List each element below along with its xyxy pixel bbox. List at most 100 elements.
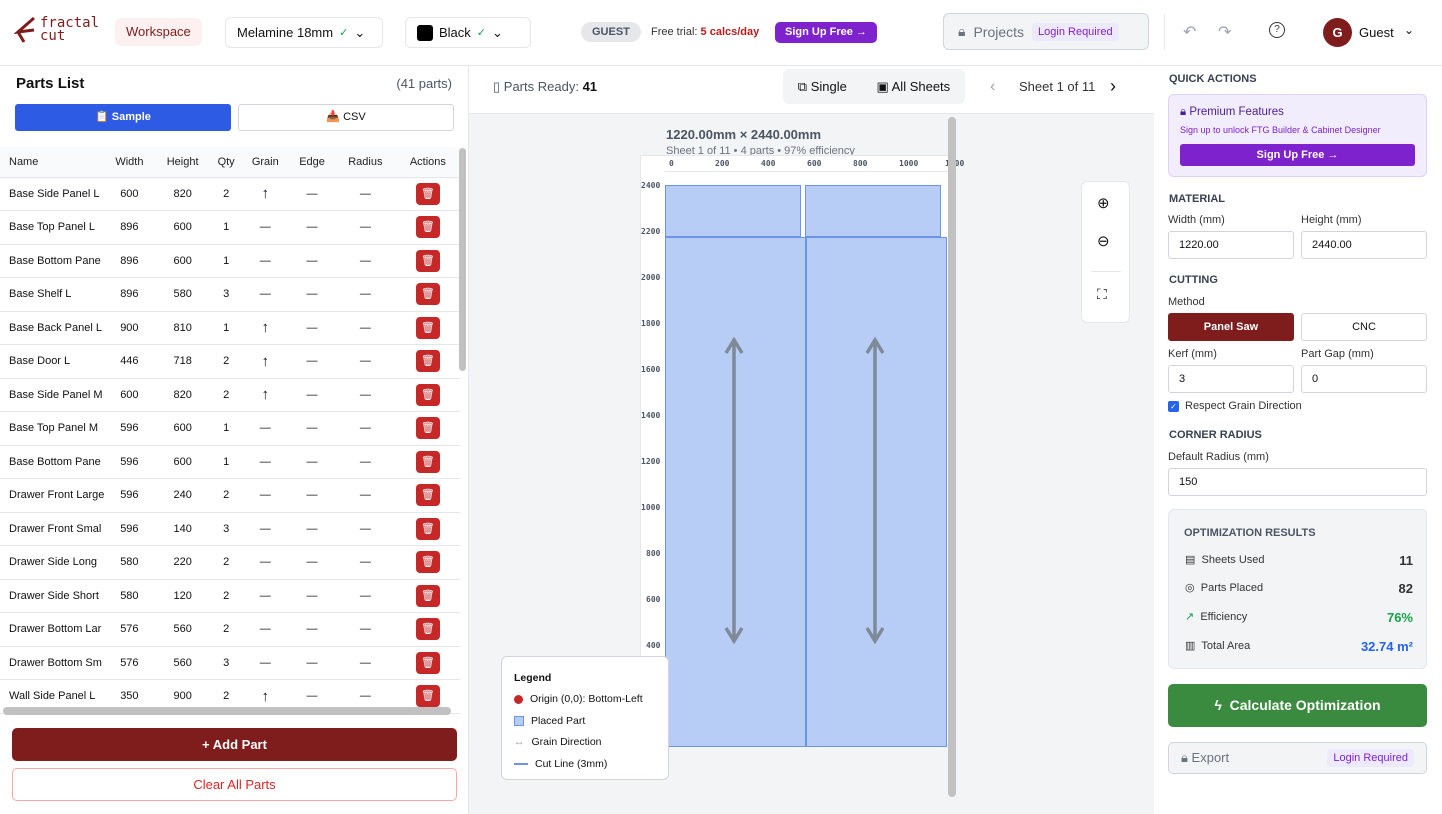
- sheet-canvas[interactable]: 1220.00mm × 2440.00mm Sheet 1 of 11 • 4 …: [469, 115, 1145, 814]
- csv-button[interactable]: 📥 CSV: [238, 104, 454, 131]
- cell-actions: 🗑︎: [395, 344, 460, 379]
- color-select[interactable]: Black ✓ ⌄: [405, 17, 531, 48]
- column-header[interactable]: Height: [154, 147, 211, 178]
- cell-name[interactable]: Base Back Panel L: [0, 311, 105, 345]
- delete-icon[interactable]: 🗑︎: [415, 450, 440, 473]
- delete-icon[interactable]: 🗑︎: [415, 417, 440, 440]
- table-row[interactable]: Base Side Panel M 600 820 2 ↑ — — 🗑︎: [0, 378, 460, 412]
- cell-name[interactable]: Base Top Panel M: [0, 411, 105, 446]
- workspace-button[interactable]: Workspace: [115, 18, 202, 46]
- column-header[interactable]: Qty: [210, 147, 242, 178]
- delete-icon[interactable]: 🗑︎: [415, 182, 440, 205]
- width-input[interactable]: 1220.00: [1168, 231, 1294, 259]
- delete-icon[interactable]: 🗑︎: [415, 283, 440, 306]
- grain-checkbox[interactable]: ✓: [1168, 400, 1179, 412]
- zoom-in-icon[interactable]: ⊕: [1097, 195, 1110, 212]
- cell-grain: —: [241, 478, 290, 513]
- calculate-button[interactable]: ϟ Calculate Optimization: [1168, 684, 1427, 727]
- column-header[interactable]: Edge: [289, 147, 335, 178]
- cell-name[interactable]: Drawer Front Large: [0, 478, 105, 513]
- delete-icon[interactable]: 🗑︎: [415, 685, 440, 708]
- premium-signup-button[interactable]: Sign Up Free →: [1180, 144, 1415, 166]
- single-view-button[interactable]: ⧉ Single: [797, 78, 847, 94]
- delete-icon[interactable]: 🗑︎: [415, 584, 440, 607]
- cell-name[interactable]: Base Bottom Pane: [0, 445, 105, 479]
- delete-icon[interactable]: 🗑︎: [415, 316, 440, 339]
- placed-part[interactable]: [665, 237, 806, 747]
- cell-name[interactable]: Drawer Front Smal: [0, 512, 105, 546]
- sign-up-button[interactable]: Sign Up Free →: [775, 22, 877, 43]
- table-row[interactable]: Drawer Bottom Lar 576 560 2— — — 🗑︎: [0, 612, 460, 647]
- column-header[interactable]: Grain: [241, 147, 290, 178]
- cell-name[interactable]: Base Bottom Pane: [0, 244, 105, 278]
- chevron-down-icon[interactable]: ⌄: [1404, 23, 1415, 37]
- table-row[interactable]: Drawer Side Short 580 120 2— — — 🗑︎: [0, 579, 460, 613]
- delete-icon[interactable]: 🗑︎: [415, 383, 440, 406]
- cell-name[interactable]: Drawer Side Long: [0, 545, 105, 580]
- cell-name[interactable]: Base Side Panel L: [0, 177, 105, 211]
- table-row[interactable]: Base Bottom Pane 596 600 1— — — 🗑︎: [0, 445, 460, 479]
- placed-part[interactable]: [665, 185, 801, 237]
- table-row[interactable]: Base Shelf L 896 580 3— — — 🗑︎: [0, 277, 460, 312]
- height-input[interactable]: 2440.00: [1301, 231, 1427, 259]
- cnc-button[interactable]: CNC: [1301, 313, 1427, 341]
- cell-name[interactable]: Base Shelf L: [0, 277, 105, 312]
- delete-icon[interactable]: 🗑︎: [415, 551, 440, 574]
- cell-name[interactable]: Base Door L: [0, 344, 105, 379]
- delete-icon[interactable]: 🗑︎: [415, 484, 440, 507]
- column-header[interactable]: Radius: [334, 147, 396, 178]
- add-part-button[interactable]: + Add Part: [12, 728, 457, 761]
- table-row[interactable]: Drawer Front Large 596 240 2— — — 🗑︎: [0, 478, 460, 513]
- column-header[interactable]: Width: [104, 147, 155, 178]
- gap-input[interactable]: 0: [1301, 365, 1427, 393]
- table-row[interactable]: Drawer Bottom Sm 576 560 3— — — 🗑︎: [0, 646, 460, 680]
- undo-icon[interactable]: ↶: [1183, 24, 1197, 41]
- column-header[interactable]: Name: [0, 147, 105, 178]
- horizontal-scrollbar[interactable]: [3, 707, 451, 715]
- delete-icon[interactable]: 🗑︎: [415, 618, 440, 641]
- delete-icon[interactable]: 🗑︎: [415, 517, 440, 540]
- table-row[interactable]: Base Side Panel L 600 820 2 ↑ — — 🗑︎: [0, 177, 460, 211]
- table-row[interactable]: Base Door L 446 718 2 ↑ — — 🗑︎: [0, 344, 460, 379]
- cell-name[interactable]: Base Top Panel L: [0, 210, 105, 245]
- cell-name[interactable]: Drawer Bottom Sm: [0, 646, 105, 680]
- table-row[interactable]: Base Back Panel L 900 810 1 ↑ — — 🗑︎: [0, 311, 460, 345]
- vertical-scrollbar[interactable]: [459, 148, 466, 371]
- export-button[interactable]: 🔒︎ Export Login Required: [1168, 742, 1427, 774]
- cell-name[interactable]: Base Side Panel M: [0, 378, 105, 412]
- cell-grain: —: [241, 612, 290, 647]
- vertical-scrollbar[interactable]: [948, 117, 956, 797]
- help-icon[interactable]: ?: [1269, 22, 1285, 38]
- table-row[interactable]: Base Top Panel L 896 600 1— — — 🗑︎: [0, 210, 460, 245]
- scrollbar-track[interactable]: [948, 115, 956, 814]
- table-row[interactable]: Drawer Side Long 580 220 2— — — 🗑︎: [0, 545, 460, 580]
- clear-all-button[interactable]: Clear All Parts: [12, 768, 457, 801]
- user-name[interactable]: Guest: [1359, 25, 1394, 40]
- delete-icon[interactable]: 🗑︎: [415, 651, 440, 674]
- table-row[interactable]: Base Top Panel M 596 600 1— — — 🗑︎: [0, 411, 460, 446]
- prev-sheet-icon[interactable]: ‹: [990, 78, 996, 95]
- delete-icon[interactable]: 🗑︎: [415, 350, 440, 373]
- material-select[interactable]: Melamine 18mm ✓ ⌄: [225, 17, 383, 48]
- panel-saw-button[interactable]: Panel Saw: [1168, 313, 1294, 341]
- logo[interactable]: fractal cut: [14, 16, 100, 44]
- avatar[interactable]: G: [1323, 18, 1352, 47]
- next-sheet-icon[interactable]: ›: [1110, 76, 1116, 96]
- delete-icon[interactable]: 🗑︎: [415, 249, 440, 272]
- table-row[interactable]: Base Bottom Pane 896 600 1— — — 🗑︎: [0, 244, 460, 278]
- delete-icon[interactable]: 🗑︎: [415, 216, 440, 239]
- cell-name[interactable]: Drawer Side Short: [0, 579, 105, 613]
- zoom-out-icon[interactable]: ⊖: [1097, 233, 1110, 250]
- result-placed: ◎ Parts Placed 82: [1185, 581, 1413, 596]
- placed-part[interactable]: [805, 185, 941, 237]
- column-header[interactable]: Actions: [395, 147, 460, 178]
- fit-screen-icon[interactable]: ⛶: [1097, 286, 1107, 302]
- redo-icon[interactable]: ↷: [1218, 24, 1232, 41]
- table-row[interactable]: Drawer Front Smal 596 140 3— — — 🗑︎: [0, 512, 460, 546]
- kerf-input[interactable]: 3: [1168, 365, 1294, 393]
- cell-name[interactable]: Drawer Bottom Lar: [0, 612, 105, 647]
- radius-input[interactable]: 150: [1168, 468, 1427, 496]
- projects-button[interactable]: 🔒︎ Projects Login Required: [943, 13, 1149, 50]
- sample-button[interactable]: 📋 Sample: [15, 104, 231, 131]
- all-sheets-button[interactable]: ▣ All Sheets: [876, 78, 951, 94]
